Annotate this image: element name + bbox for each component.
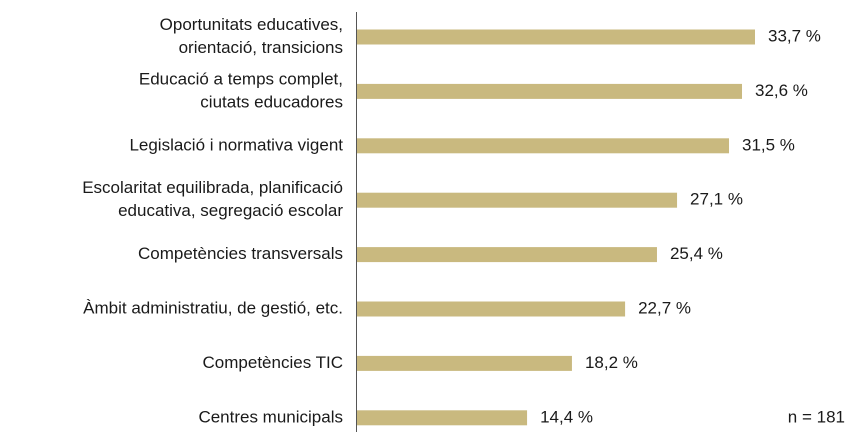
value-label: 18,2 %: [585, 353, 638, 372]
value-label: 22,7 %: [638, 298, 691, 317]
bar: [357, 29, 755, 45]
category-label: Educació a temps complet,: [139, 69, 343, 88]
value-label: 14,4 %: [540, 407, 593, 426]
bar: [357, 410, 528, 426]
category-label: Oportunitats educatives,: [160, 15, 343, 34]
bar: [357, 355, 572, 371]
category-label: Centres municipals: [198, 407, 343, 426]
bar: [357, 83, 743, 99]
category-label: Escolaritat equilibrada, planificació: [82, 178, 343, 197]
value-label: 25,4 %: [670, 244, 723, 263]
value-label: 32,6 %: [755, 81, 808, 100]
value-label: 31,5 %: [742, 135, 795, 154]
category-label: Competències TIC: [203, 353, 343, 372]
category-label: educativa, segregació escolar: [118, 201, 343, 220]
category-label: Àmbit administratiu, de gestió, etc.: [83, 298, 343, 317]
category-label: Legislació i normativa vigent: [129, 135, 343, 154]
category-label: Competències transversals: [138, 244, 343, 263]
bar: [357, 247, 657, 263]
category-label: orientació, transicions: [179, 38, 343, 57]
bar: [357, 301, 626, 317]
bar: [357, 138, 730, 154]
category-label: ciutats educadores: [200, 92, 343, 111]
value-label: 27,1 %: [690, 190, 743, 209]
annotation: n = 181: [788, 407, 845, 426]
bar: [357, 192, 678, 208]
value-label: 33,7 %: [768, 26, 821, 45]
